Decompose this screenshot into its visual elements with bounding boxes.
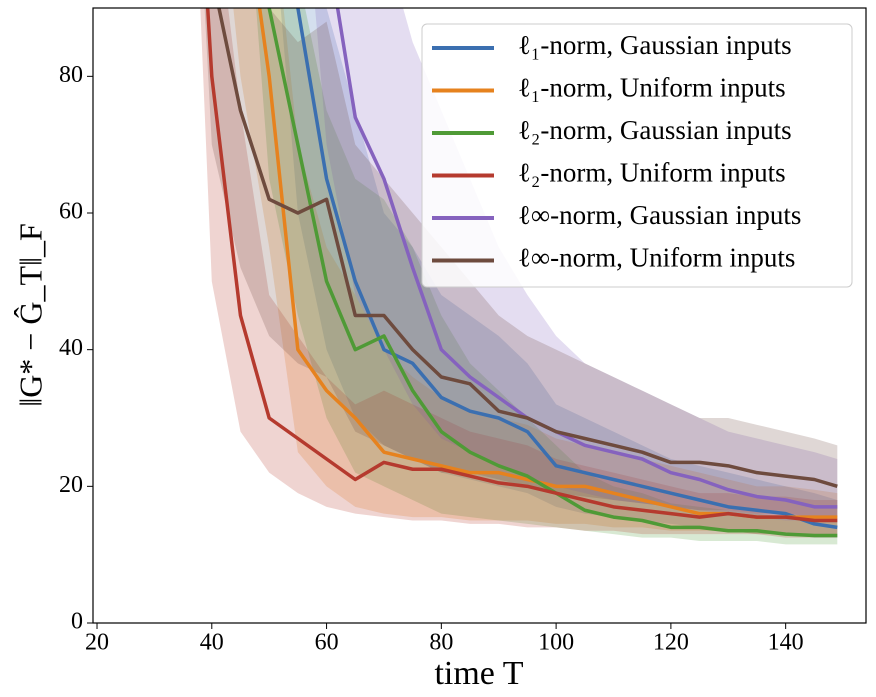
y-tick-label: 0	[71, 609, 83, 635]
x-tick-label: 100	[538, 630, 574, 656]
legend-label: ℓ₁-norm, Uniform inputs	[518, 73, 786, 103]
x-tick-label: 40	[200, 630, 224, 656]
legend-label: ℓ∞-norm, Gaussian inputs	[518, 200, 801, 230]
plot-frame	[92, 7, 867, 624]
line	[296, 8, 838, 530]
y-tick-label: 60	[59, 199, 83, 225]
band	[200, 8, 838, 538]
x-tick-label: 80	[429, 630, 453, 656]
line	[267, 8, 838, 538]
legend-box	[421, 23, 853, 288]
x-tick-label: 120	[653, 630, 689, 656]
line	[205, 8, 838, 523]
legend-label: ℓ₁-norm, Gaussian inputs	[518, 30, 792, 60]
y-axis-label: ‖G* − Ĝ_T‖_F	[12, 223, 48, 407]
legend-label: ℓ₂-norm, Uniform inputs	[518, 158, 786, 188]
legend-label: ℓ∞-norm, Uniform inputs	[518, 243, 795, 273]
x-tick-label: 60	[315, 630, 339, 656]
y-tick-label: 40	[59, 335, 83, 361]
band	[256, 8, 838, 545]
legend-label: ℓ₂-norm, Gaussian inputs	[518, 115, 792, 145]
band	[233, 8, 838, 535]
y-tick-label: 80	[59, 62, 83, 88]
line	[335, 8, 838, 509]
line	[217, 8, 838, 489]
x-tick-label: 20	[85, 630, 109, 656]
band	[280, 8, 838, 538]
y-tick-label: 20	[59, 472, 83, 498]
x-tick-label: 140	[768, 630, 804, 656]
x-axis-label: time T	[434, 655, 523, 692]
band	[204, 8, 838, 518]
